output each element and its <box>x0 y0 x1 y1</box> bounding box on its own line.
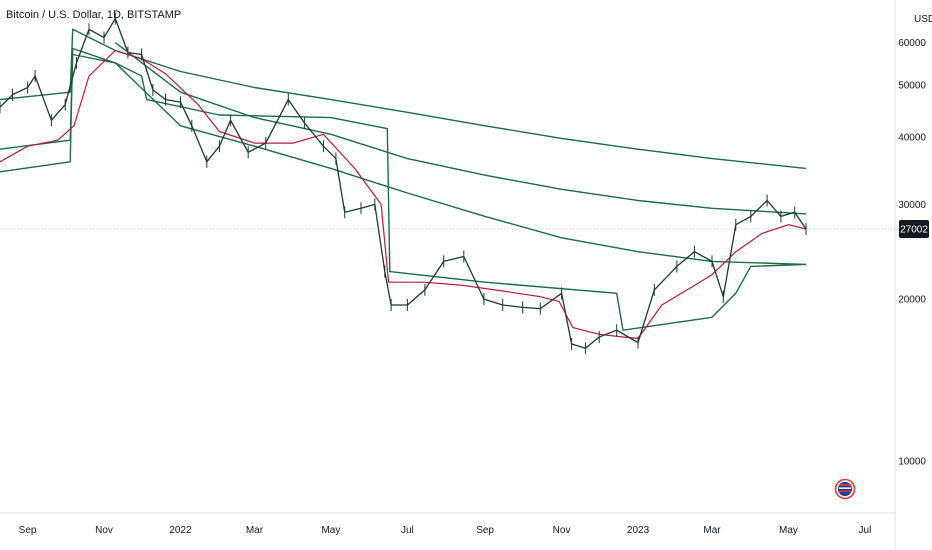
x-tick-label: Sep <box>19 525 37 536</box>
x-tick-label: Jul <box>859 525 872 536</box>
x-tick-label: 2022 <box>169 525 192 536</box>
band-line <box>0 53 807 266</box>
band-line <box>0 47 807 331</box>
band-line <box>0 28 807 170</box>
x-tick-label: Nov <box>95 525 113 536</box>
x-tick-label: Sep <box>476 525 494 536</box>
x-tick-label: Jul <box>401 525 414 536</box>
x-tick-label: Mar <box>703 525 721 536</box>
y-tick-label: 10000 <box>898 456 926 467</box>
chart-title: Bitcoin / U.S. Dollar, 1D, BITSTAMP <box>6 9 182 21</box>
x-tick-label: May <box>321 525 340 536</box>
x-tick-label: Mar <box>246 525 264 536</box>
y-tick-label: 60000 <box>898 38 926 49</box>
mid-line <box>0 49 807 339</box>
last-price-tag-bg <box>899 219 929 238</box>
x-tick-label: Nov <box>553 525 571 536</box>
y-tick-label: 20000 <box>898 295 926 306</box>
currency-label: USD <box>914 14 932 25</box>
x-tick-label: 2023 <box>627 525 650 536</box>
flag-icon[interactable] <box>834 478 856 500</box>
last-price-tag: 27002 <box>899 219 929 238</box>
last-price-value: 27002 <box>900 224 928 235</box>
y-tick-label: 50000 <box>898 81 926 92</box>
x-tick-label: May <box>779 525 798 536</box>
y-tick-label: 40000 <box>898 133 926 144</box>
y-tick-label: 30000 <box>898 200 926 211</box>
band-line <box>114 42 807 215</box>
